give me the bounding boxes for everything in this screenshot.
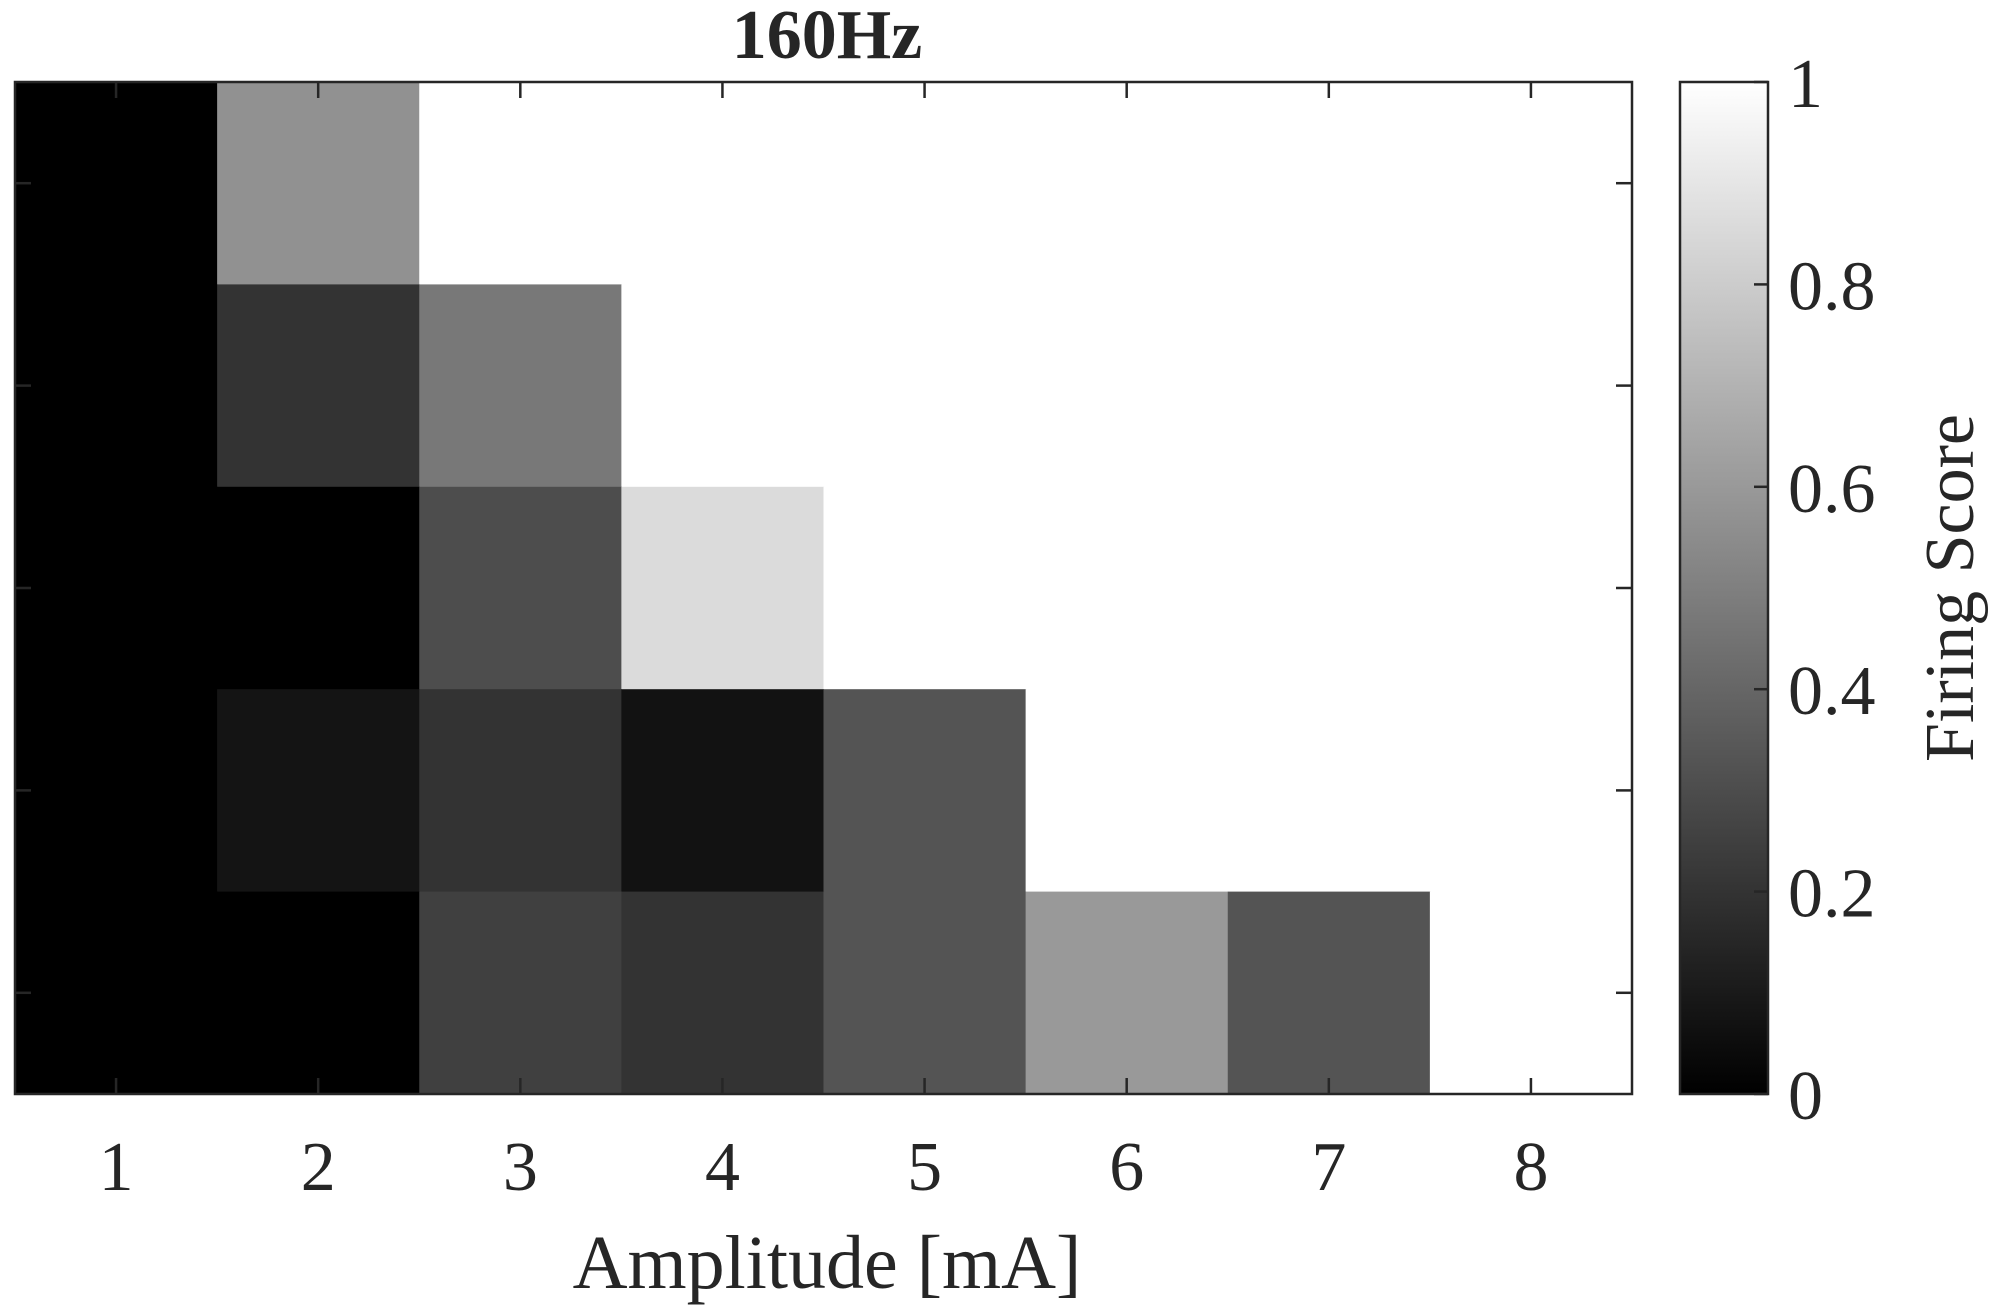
heatmap-cell bbox=[823, 891, 1027, 1095]
x-tick-label: 6 bbox=[1109, 1129, 1144, 1206]
colorbar bbox=[1678, 80, 1770, 1096]
heatmap-cell bbox=[217, 284, 420, 488]
x-axis-ticks: 1 2 3 4 5 6 7 8 bbox=[99, 82, 1548, 1206]
heatmap-cell bbox=[1429, 891, 1633, 1095]
heatmap-cell bbox=[823, 689, 1027, 893]
heatmap-cell bbox=[15, 82, 218, 285]
heatmap-cell bbox=[621, 82, 825, 285]
heatmap-cell bbox=[1025, 82, 1229, 285]
heatmap-cell bbox=[1227, 689, 1431, 893]
x-tick-label: 3 bbox=[503, 1129, 538, 1206]
heatmap-cells bbox=[15, 82, 1633, 1095]
heatmap-cell bbox=[419, 486, 622, 690]
heatmap-cell bbox=[1429, 82, 1633, 285]
colorbar-tick-label: 0.6 bbox=[1788, 451, 1876, 528]
x-tick-label: 8 bbox=[1513, 1129, 1548, 1206]
colorbar-tick-label: 0.4 bbox=[1788, 653, 1876, 730]
heatmap-cell bbox=[15, 284, 218, 488]
heatmap-cell bbox=[1227, 82, 1431, 285]
x-tick-label: 1 bbox=[99, 1129, 134, 1206]
heatmap-cell bbox=[419, 82, 622, 285]
heatmap-cell bbox=[217, 82, 420, 285]
colorbar-ticks: 0 0.2 0.4 0.6 0.8 1 bbox=[1754, 46, 1876, 1135]
colorbar-tick-label: 0 bbox=[1788, 1058, 1823, 1135]
heatmap-cell bbox=[217, 486, 420, 690]
colorbar-tick-label: 0.2 bbox=[1788, 856, 1876, 933]
heatmap-cell bbox=[1227, 486, 1431, 690]
x-tick-label: 4 bbox=[705, 1129, 740, 1206]
heatmap-cell bbox=[823, 82, 1027, 285]
heatmap-cell bbox=[621, 689, 825, 893]
x-axis-label: Amplitude [mA] bbox=[573, 1221, 1082, 1305]
heatmap-cell bbox=[1025, 486, 1229, 690]
colorbar-label: Firing Score bbox=[1912, 414, 1989, 762]
heatmap-cell bbox=[15, 486, 218, 690]
heatmap-cell bbox=[621, 486, 825, 690]
y-axis-ticks bbox=[15, 181, 1632, 995]
heatmap-cell bbox=[1025, 284, 1229, 488]
heatmap-cell bbox=[621, 891, 825, 1095]
heatmap-cell bbox=[1227, 284, 1431, 488]
x-tick-label: 5 bbox=[907, 1129, 942, 1206]
heatmap-cell bbox=[823, 486, 1027, 690]
x-tick-label: 7 bbox=[1311, 1129, 1346, 1206]
heatmap-cell bbox=[1025, 891, 1229, 1095]
heatmap-cell bbox=[419, 284, 622, 488]
heatmap-cell bbox=[15, 689, 218, 893]
heatmap-cell bbox=[1227, 891, 1431, 1095]
heatmap-cell bbox=[217, 689, 420, 893]
heatmap-cell bbox=[419, 689, 622, 893]
heatmap-cell bbox=[15, 891, 218, 1095]
heatmap-cell bbox=[1025, 689, 1229, 893]
colorbar-tick-label: 1 bbox=[1788, 46, 1823, 123]
heatmap-cell bbox=[823, 284, 1027, 488]
heatmap-cell bbox=[621, 284, 825, 488]
heatmap-cell bbox=[217, 891, 420, 1095]
heatmap-cell bbox=[1429, 486, 1633, 690]
heatmap-cell bbox=[1429, 284, 1633, 488]
x-tick-label: 2 bbox=[301, 1129, 336, 1206]
colorbar-tick-label: 0.8 bbox=[1788, 248, 1876, 325]
heatmap-cell bbox=[1429, 689, 1633, 893]
heatmap-cell bbox=[419, 891, 622, 1095]
chart-title: 160Hz bbox=[732, 0, 923, 74]
